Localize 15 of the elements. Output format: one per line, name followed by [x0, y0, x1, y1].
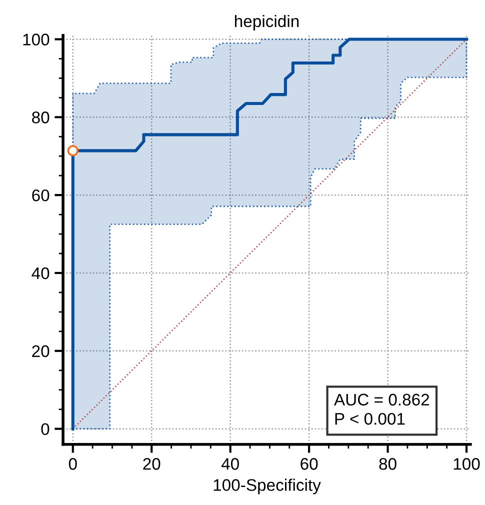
y-tick-label: 80 [32, 112, 50, 124]
y-tick-label: 20 [32, 345, 50, 358]
y-tick-label: 40 [32, 267, 50, 280]
y-tick-label: 100 [23, 34, 50, 46]
y-tick-label: 0 [41, 423, 50, 436]
x-tick-label: 0 [68, 458, 77, 470]
x-tick-label: 60 [300, 458, 318, 470]
x-tick-label: 20 [143, 458, 160, 470]
y-tick-label: 60 [32, 189, 50, 202]
x-tick-label: 40 [221, 458, 239, 470]
x-tick-label: 100 [454, 458, 480, 470]
chart-title: hepicidin [235, 14, 299, 30]
annotation: AUC = 0.862 P < 0.001 [334, 394, 430, 425]
x-axis-title: 100-Specificity [214, 478, 321, 494]
x-tick-label: 80 [379, 458, 396, 470]
